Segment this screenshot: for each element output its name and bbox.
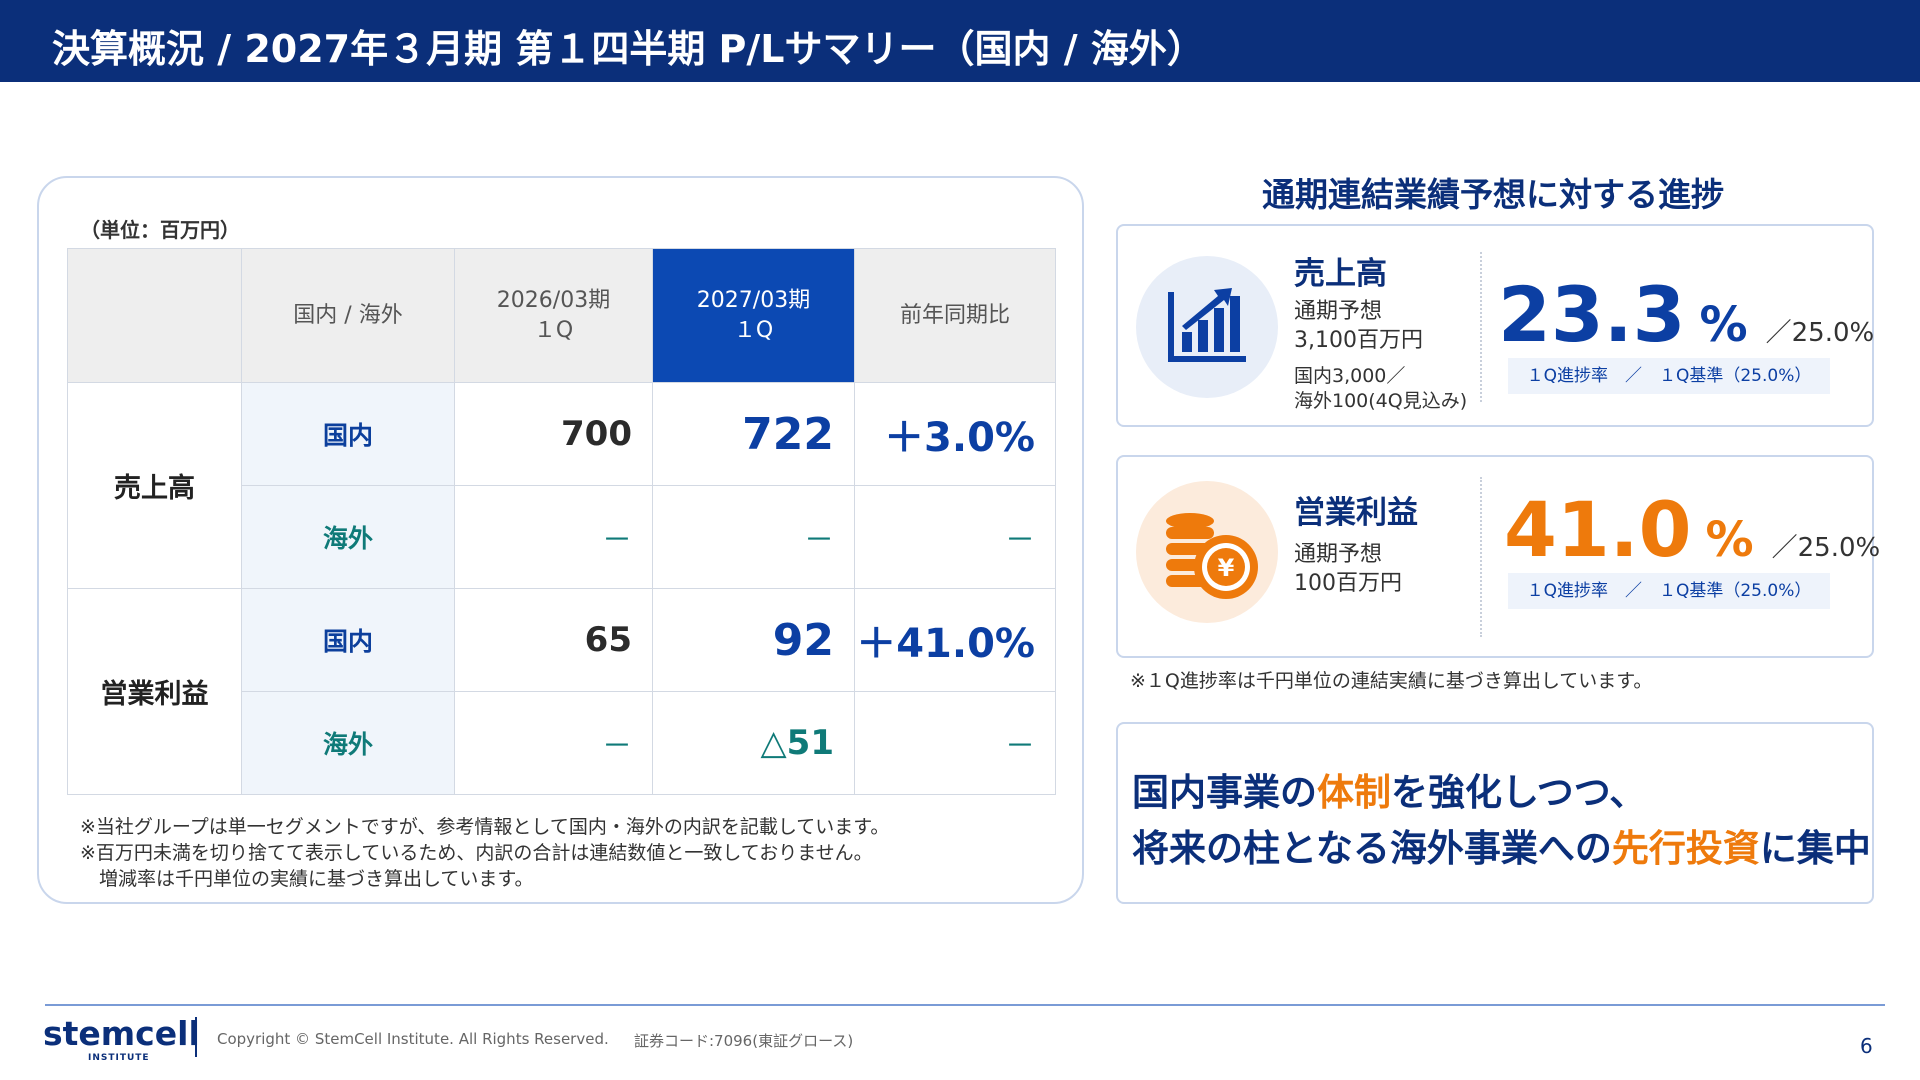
value-prev: 65 bbox=[584, 620, 632, 660]
rate-value: 23.3 bbox=[1498, 270, 1686, 359]
progress-rate: 41.0% ／25.0% bbox=[1504, 485, 1880, 574]
cell-yoy: － bbox=[854, 485, 1056, 589]
value-current: 722 bbox=[742, 408, 834, 460]
yen-coins-icon: ¥ bbox=[1136, 481, 1278, 623]
unit-label: （単位：百万円） bbox=[80, 218, 240, 242]
value-prev: － bbox=[602, 729, 632, 764]
value-yoy: ＋3.0% bbox=[884, 415, 1035, 461]
message-text: 将来の柱となる海外事業への bbox=[1132, 827, 1612, 870]
header-bar: 決算概況 / 2027年３月期 第１四半期 P/Lサマリー（国内 / 海外） bbox=[0, 0, 1920, 82]
header-cell-empty bbox=[67, 248, 242, 383]
cell-current: 92 bbox=[652, 588, 855, 692]
benchmark: ／25.0% bbox=[1765, 318, 1875, 348]
key-message-box: 国内事業の体制を強化しつつ、 将来の柱となる海外事業への先行投資に集中 bbox=[1116, 722, 1874, 904]
row-category-operating-profit: 営業利益 bbox=[67, 588, 242, 795]
value-yoy: － bbox=[1005, 523, 1035, 558]
header-cell-yoy: 前年同期比 bbox=[854, 248, 1056, 383]
table-note-3: 増減率は千円単位の実績に基づき算出しています。 bbox=[80, 868, 534, 890]
cell-prev: － bbox=[454, 485, 653, 589]
table-row: 売上高 国内 700 722 ＋3.0% bbox=[67, 382, 1056, 589]
value-yoy: ＋41.0% bbox=[856, 621, 1035, 667]
forecast-breakdown-2: 海外100(4Q見込み) bbox=[1294, 390, 1468, 412]
cell-prev: － bbox=[454, 691, 653, 795]
copyright: Copyright © StemCell Institute. All Righ… bbox=[217, 1030, 609, 1048]
forecast-value: 3,100百万円 bbox=[1294, 328, 1423, 353]
cell-yoy: ＋3.0% bbox=[854, 382, 1056, 486]
value-prev: － bbox=[602, 523, 632, 558]
page-number: 6 bbox=[1860, 1034, 1873, 1058]
progress-rate: 23.3% ／25.0% bbox=[1498, 270, 1874, 359]
cell-prev: 700 bbox=[454, 382, 653, 486]
message-text: を強化しつつ、 bbox=[1391, 771, 1647, 814]
rate-percent: % bbox=[1705, 512, 1754, 568]
divider bbox=[1480, 252, 1482, 402]
message-emphasis: 体制 bbox=[1317, 771, 1391, 814]
cell-current: － bbox=[652, 485, 855, 589]
rate-percent: % bbox=[1699, 297, 1748, 353]
value-current: － bbox=[804, 523, 834, 558]
table-header-row: 国内 / 海外 2026/03期 １Q 2027/03期 １Q 前年同期比 bbox=[67, 248, 1056, 383]
card-name: 営業利益 bbox=[1294, 495, 1418, 531]
forecast-breakdown-1: 国内3,000／ bbox=[1294, 365, 1406, 387]
divider bbox=[1480, 477, 1482, 637]
cell-prev: 65 bbox=[454, 588, 653, 692]
cell-yoy: － bbox=[854, 691, 1056, 795]
row-region: 国内 bbox=[241, 588, 455, 692]
row-region: 海外 bbox=[241, 691, 455, 795]
benchmark: ／25.0% bbox=[1771, 533, 1881, 563]
stemcell-logo-sub: INSTITUTE bbox=[88, 1053, 150, 1063]
message-text: に集中 bbox=[1759, 827, 1871, 870]
bar-chart-growth-icon bbox=[1136, 256, 1278, 398]
cell-yoy: ＋41.0% bbox=[854, 588, 1056, 692]
message-line-2: 将来の柱となる海外事業への先行投資に集中 bbox=[1132, 818, 1871, 872]
table-note-2: ※百万円未満を切り捨てて表示しているため、内訳の合計は連結数値と一致しておりませ… bbox=[80, 842, 873, 864]
page-title: 決算概況 / 2027年３月期 第１四半期 P/Lサマリー（国内 / 海外） bbox=[52, 27, 1205, 71]
progress-note: ※１Q進捗率は千円単位の連結実績に基づき算出しています。 bbox=[1130, 670, 1653, 692]
progress-title: 通期連結業績予想に対する進捗 bbox=[1262, 175, 1724, 214]
message-emphasis: 先行投資 bbox=[1611, 827, 1760, 870]
stemcell-logo: stemcell bbox=[43, 1014, 200, 1053]
message-text: 国内事業の bbox=[1132, 771, 1317, 814]
row-region: 国内 bbox=[241, 382, 455, 486]
sales-progress-card: 売上高 通期予想 3,100百万円 国内3,000／ 海外100(4Q見込み) … bbox=[1116, 224, 1874, 427]
forecast-value: 100百万円 bbox=[1294, 571, 1402, 596]
cell-current: 722 bbox=[652, 382, 855, 486]
table-note-1: ※当社グループは単一セグメントですが、参考情報として国内・海外の内訳を記載してい… bbox=[80, 816, 890, 838]
header-cell-region: 国内 / 海外 bbox=[241, 248, 455, 383]
header-cell-current-period: 2027/03期 １Q bbox=[652, 248, 855, 383]
forecast-label: 通期予想 bbox=[1294, 542, 1383, 567]
pl-summary-table: 国内 / 海外 2026/03期 １Q 2027/03期 １Q 前年同期比 売上… bbox=[67, 248, 1056, 795]
progress-caption: １Q進捗率 ／ １Q基準（25.0%） bbox=[1508, 573, 1830, 609]
value-current: 92 bbox=[772, 614, 834, 666]
rate-value: 41.0 bbox=[1504, 485, 1692, 574]
row-category-sales: 売上高 bbox=[67, 382, 242, 589]
table-row: 営業利益 国内 65 92 ＋41.0% bbox=[67, 588, 1056, 795]
table-row: 海外 － △51 － bbox=[68, 691, 1056, 795]
svg-text:¥: ¥ bbox=[1218, 554, 1235, 582]
row-region: 海外 bbox=[241, 485, 455, 589]
logo-separator bbox=[195, 1017, 197, 1057]
footer-divider bbox=[45, 1004, 1885, 1006]
header-cell-prev-period: 2026/03期 １Q bbox=[454, 248, 653, 383]
operating-profit-progress-card: ¥ 営業利益 通期予想 100百万円 41.0% ／25.0% １Q進捗率 ／ １… bbox=[1116, 455, 1880, 658]
stock-code: 証券コード:7096(東証グロース) bbox=[634, 1032, 854, 1050]
forecast-label: 通期予想 bbox=[1294, 299, 1383, 324]
message-line-1: 国内事業の体制を強化しつつ、 bbox=[1132, 762, 1646, 816]
value-yoy: － bbox=[1005, 729, 1035, 764]
progress-caption: １Q進捗率 ／ １Q基準（25.0%） bbox=[1508, 358, 1830, 394]
value-current: △51 bbox=[760, 723, 834, 763]
card-name: 売上高 bbox=[1294, 256, 1387, 292]
value-prev: 700 bbox=[561, 414, 632, 454]
cell-current: △51 bbox=[652, 691, 855, 795]
